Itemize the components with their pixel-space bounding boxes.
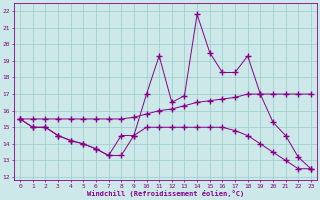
X-axis label: Windchill (Refroidissement éolien,°C): Windchill (Refroidissement éolien,°C): [87, 190, 244, 197]
